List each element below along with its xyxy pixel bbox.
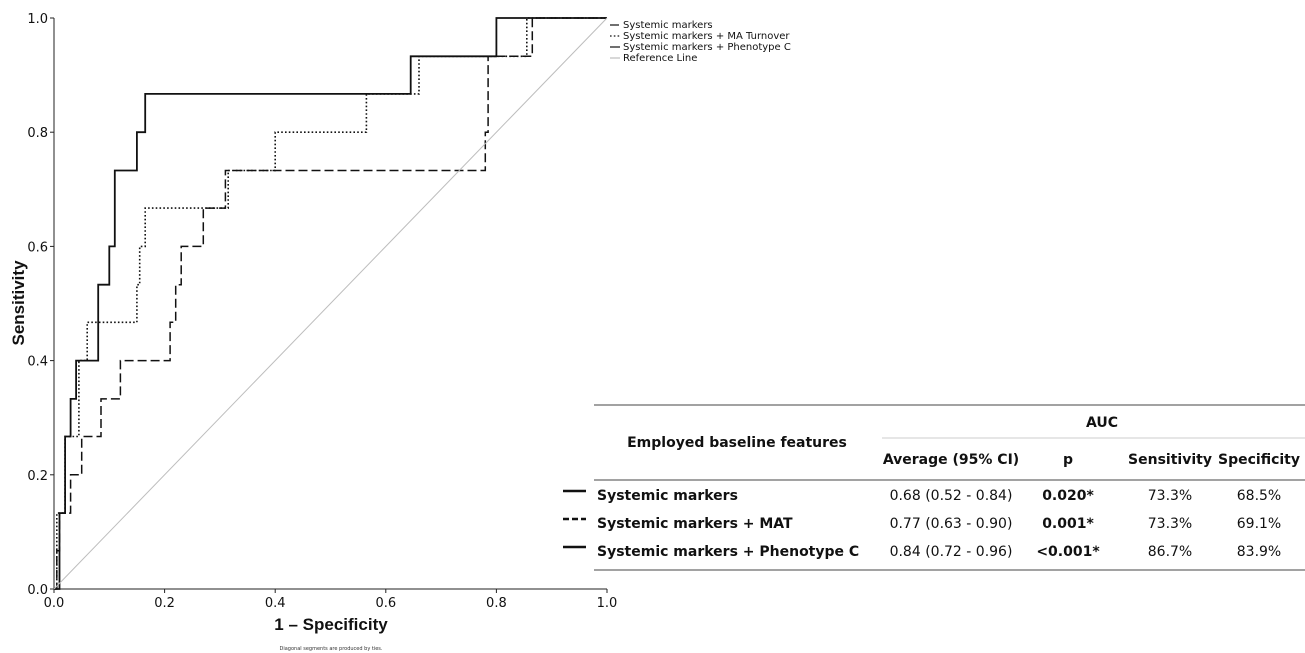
legend-label: Reference Line (623, 53, 697, 64)
roc-series-1 (54, 17, 607, 590)
y-tick-label: 0.2 (27, 469, 48, 484)
legend-label: Systemic markers (623, 20, 713, 31)
row-average: 0.68 (0.52 - 0.84) (890, 488, 1013, 504)
auc-table: AUC Employed baseline features Average (… (563, 404, 1305, 571)
footnote: Diagonal segments are produced by ties. (279, 646, 382, 652)
roc-series-3 (54, 17, 607, 590)
y-tick-label: 0.8 (27, 126, 48, 141)
x-tick-label: 0.0 (44, 596, 65, 611)
row-average: 0.77 (0.63 - 0.90) (890, 516, 1013, 532)
row-sensitivity: 73.3% (1148, 516, 1192, 532)
y-tick-label: 0.6 (27, 240, 48, 255)
y-tick-label: 0.0 (27, 583, 48, 598)
col-header-average: Average (95% CI) (883, 452, 1019, 468)
row-sensitivity: 73.3% (1148, 488, 1192, 504)
row-feature: Systemic markers + MAT (597, 516, 793, 532)
row-average: 0.84 (0.72 - 0.96) (890, 544, 1013, 560)
row-specificity: 83.9% (1237, 544, 1281, 560)
row-specificity: 68.5% (1237, 488, 1281, 504)
y-tick-label: 1.0 (27, 12, 48, 27)
legend-label: Systemic markers + MA Turnover (623, 31, 790, 42)
plot-area: 0.0 0.2 0.4 0.6 0.8 1.0 0.0 0.2 0.4 0.6 0.8 1.0 (27, 12, 617, 611)
col-header-sensitivity: Sensitivity (1128, 452, 1212, 468)
legend-label: Systemic markers + Phenotype C (623, 42, 791, 53)
x-tick-label: 0.6 (375, 596, 396, 611)
row-feature: Systemic markers (597, 488, 738, 504)
x-axis-title: 1 – Specificity (274, 615, 388, 634)
roc-series-4 (53, 17, 608, 590)
row-p: 0.020* (1042, 488, 1094, 504)
col-header-specificity: Specificity (1218, 452, 1300, 468)
auc-group-header: AUC (1086, 415, 1118, 431)
row-p: <0.001* (1036, 544, 1100, 560)
x-tick-label: 0.4 (265, 596, 286, 611)
col-header-features: Employed baseline features (627, 435, 847, 451)
row-specificity: 69.1% (1237, 516, 1281, 532)
row-sensitivity: 86.7% (1148, 544, 1192, 560)
row-feature: Systemic markers + Phenotype C (597, 544, 859, 560)
y-axis-title: Sensitivity (9, 260, 28, 346)
x-tick-label: 0.8 (486, 596, 507, 611)
x-tick-label: 1.0 (597, 596, 618, 611)
col-header-p: p (1063, 452, 1073, 468)
x-tick-label: 0.2 (154, 596, 175, 611)
y-tick-label: 0.4 (27, 355, 48, 370)
row-p: 0.001* (1042, 516, 1094, 532)
